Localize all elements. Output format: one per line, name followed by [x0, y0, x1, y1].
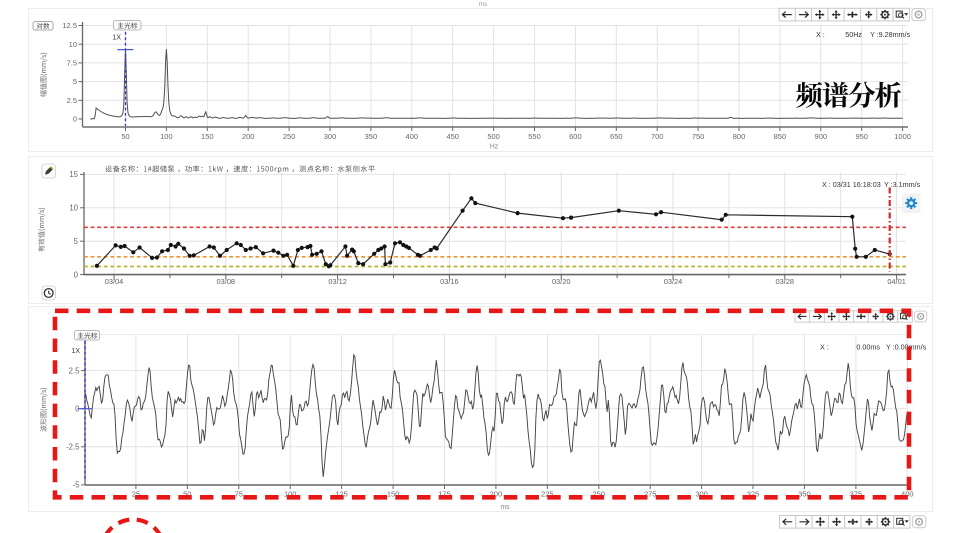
svg-text:350: 350	[798, 490, 811, 499]
svg-text:03/24: 03/24	[664, 277, 683, 286]
svg-text:25: 25	[132, 490, 140, 499]
svg-text:900: 900	[815, 132, 828, 141]
svg-text:X :: X :	[820, 343, 829, 352]
svg-text:350: 350	[365, 132, 378, 141]
svg-text:550: 550	[528, 132, 541, 141]
svg-text:7.5: 7.5	[67, 59, 77, 68]
svg-text:700: 700	[651, 132, 664, 141]
svg-text:200: 200	[490, 490, 503, 499]
svg-text:1000: 1000	[894, 132, 911, 141]
svg-text:10: 10	[69, 40, 77, 49]
svg-text:03/16: 03/16	[440, 277, 459, 286]
svg-text:450: 450	[446, 132, 459, 141]
svg-text:50: 50	[121, 132, 129, 141]
svg-text:300: 300	[324, 132, 337, 141]
svg-text:04/01: 04/01	[887, 277, 906, 286]
svg-text:03/20: 03/20	[552, 277, 571, 286]
svg-text:250: 250	[593, 490, 606, 499]
svg-text:150: 150	[201, 132, 214, 141]
svg-text:15: 15	[69, 170, 78, 179]
svg-text:Y :3.1mm/s: Y :3.1mm/s	[884, 180, 921, 189]
svg-text:200: 200	[242, 132, 255, 141]
svg-text:10: 10	[69, 204, 78, 213]
svg-text:-2.5: -2.5	[66, 443, 80, 452]
svg-text:225: 225	[541, 490, 554, 499]
svg-text:03/28: 03/28	[776, 277, 795, 286]
svg-text:03/08: 03/08	[217, 277, 236, 286]
svg-text:ms: ms	[479, 1, 488, 8]
svg-text:600: 600	[569, 132, 582, 141]
svg-text:175: 175	[438, 490, 451, 499]
svg-text:275: 275	[644, 490, 657, 499]
svg-text:Y :9.28mm/s: Y :9.28mm/s	[870, 30, 911, 39]
svg-text:03/12: 03/12	[328, 277, 347, 286]
svg-text:-5: -5	[73, 481, 81, 490]
svg-text:Hz: Hz	[490, 144, 499, 151]
svg-text:50: 50	[183, 490, 191, 499]
svg-text:2.5: 2.5	[67, 96, 77, 105]
svg-text:125: 125	[335, 490, 348, 499]
svg-text:2.5: 2.5	[69, 366, 81, 375]
svg-text:0.00ms: 0.00ms	[856, 343, 880, 352]
svg-text:150: 150	[387, 490, 400, 499]
svg-text:ms: ms	[500, 504, 510, 511]
svg-text:1X: 1X	[113, 34, 122, 41]
svg-text:50Hz: 50Hz	[845, 30, 862, 39]
svg-text:12.5: 12.5	[62, 21, 77, 30]
svg-text:800: 800	[733, 132, 746, 141]
svg-text:100: 100	[160, 132, 173, 141]
svg-text:850: 850	[774, 132, 787, 141]
svg-text:950: 950	[855, 132, 868, 141]
svg-text:0: 0	[73, 115, 77, 124]
svg-text:5: 5	[73, 77, 77, 86]
svg-text:375: 375	[850, 490, 863, 499]
svg-text:750: 750	[692, 132, 705, 141]
svg-text:100: 100	[284, 490, 297, 499]
svg-text:X : 03/31 16:18:03: X : 03/31 16:18:03	[822, 180, 881, 189]
svg-text:03/04: 03/04	[105, 277, 124, 286]
svg-text:0: 0	[74, 270, 79, 279]
svg-text:400: 400	[406, 132, 419, 141]
svg-text:X :: X :	[816, 30, 825, 39]
svg-text:650: 650	[610, 132, 623, 141]
svg-text:325: 325	[747, 490, 760, 499]
svg-text:75: 75	[235, 490, 243, 499]
svg-text:250: 250	[283, 132, 296, 141]
svg-text:500: 500	[487, 132, 500, 141]
svg-text:Y :0.00mm/s: Y :0.00mm/s	[886, 343, 927, 352]
svg-text:400: 400	[901, 490, 914, 499]
svg-text:5: 5	[74, 237, 79, 246]
svg-text:1X: 1X	[72, 348, 81, 355]
svg-text:300: 300	[695, 490, 708, 499]
